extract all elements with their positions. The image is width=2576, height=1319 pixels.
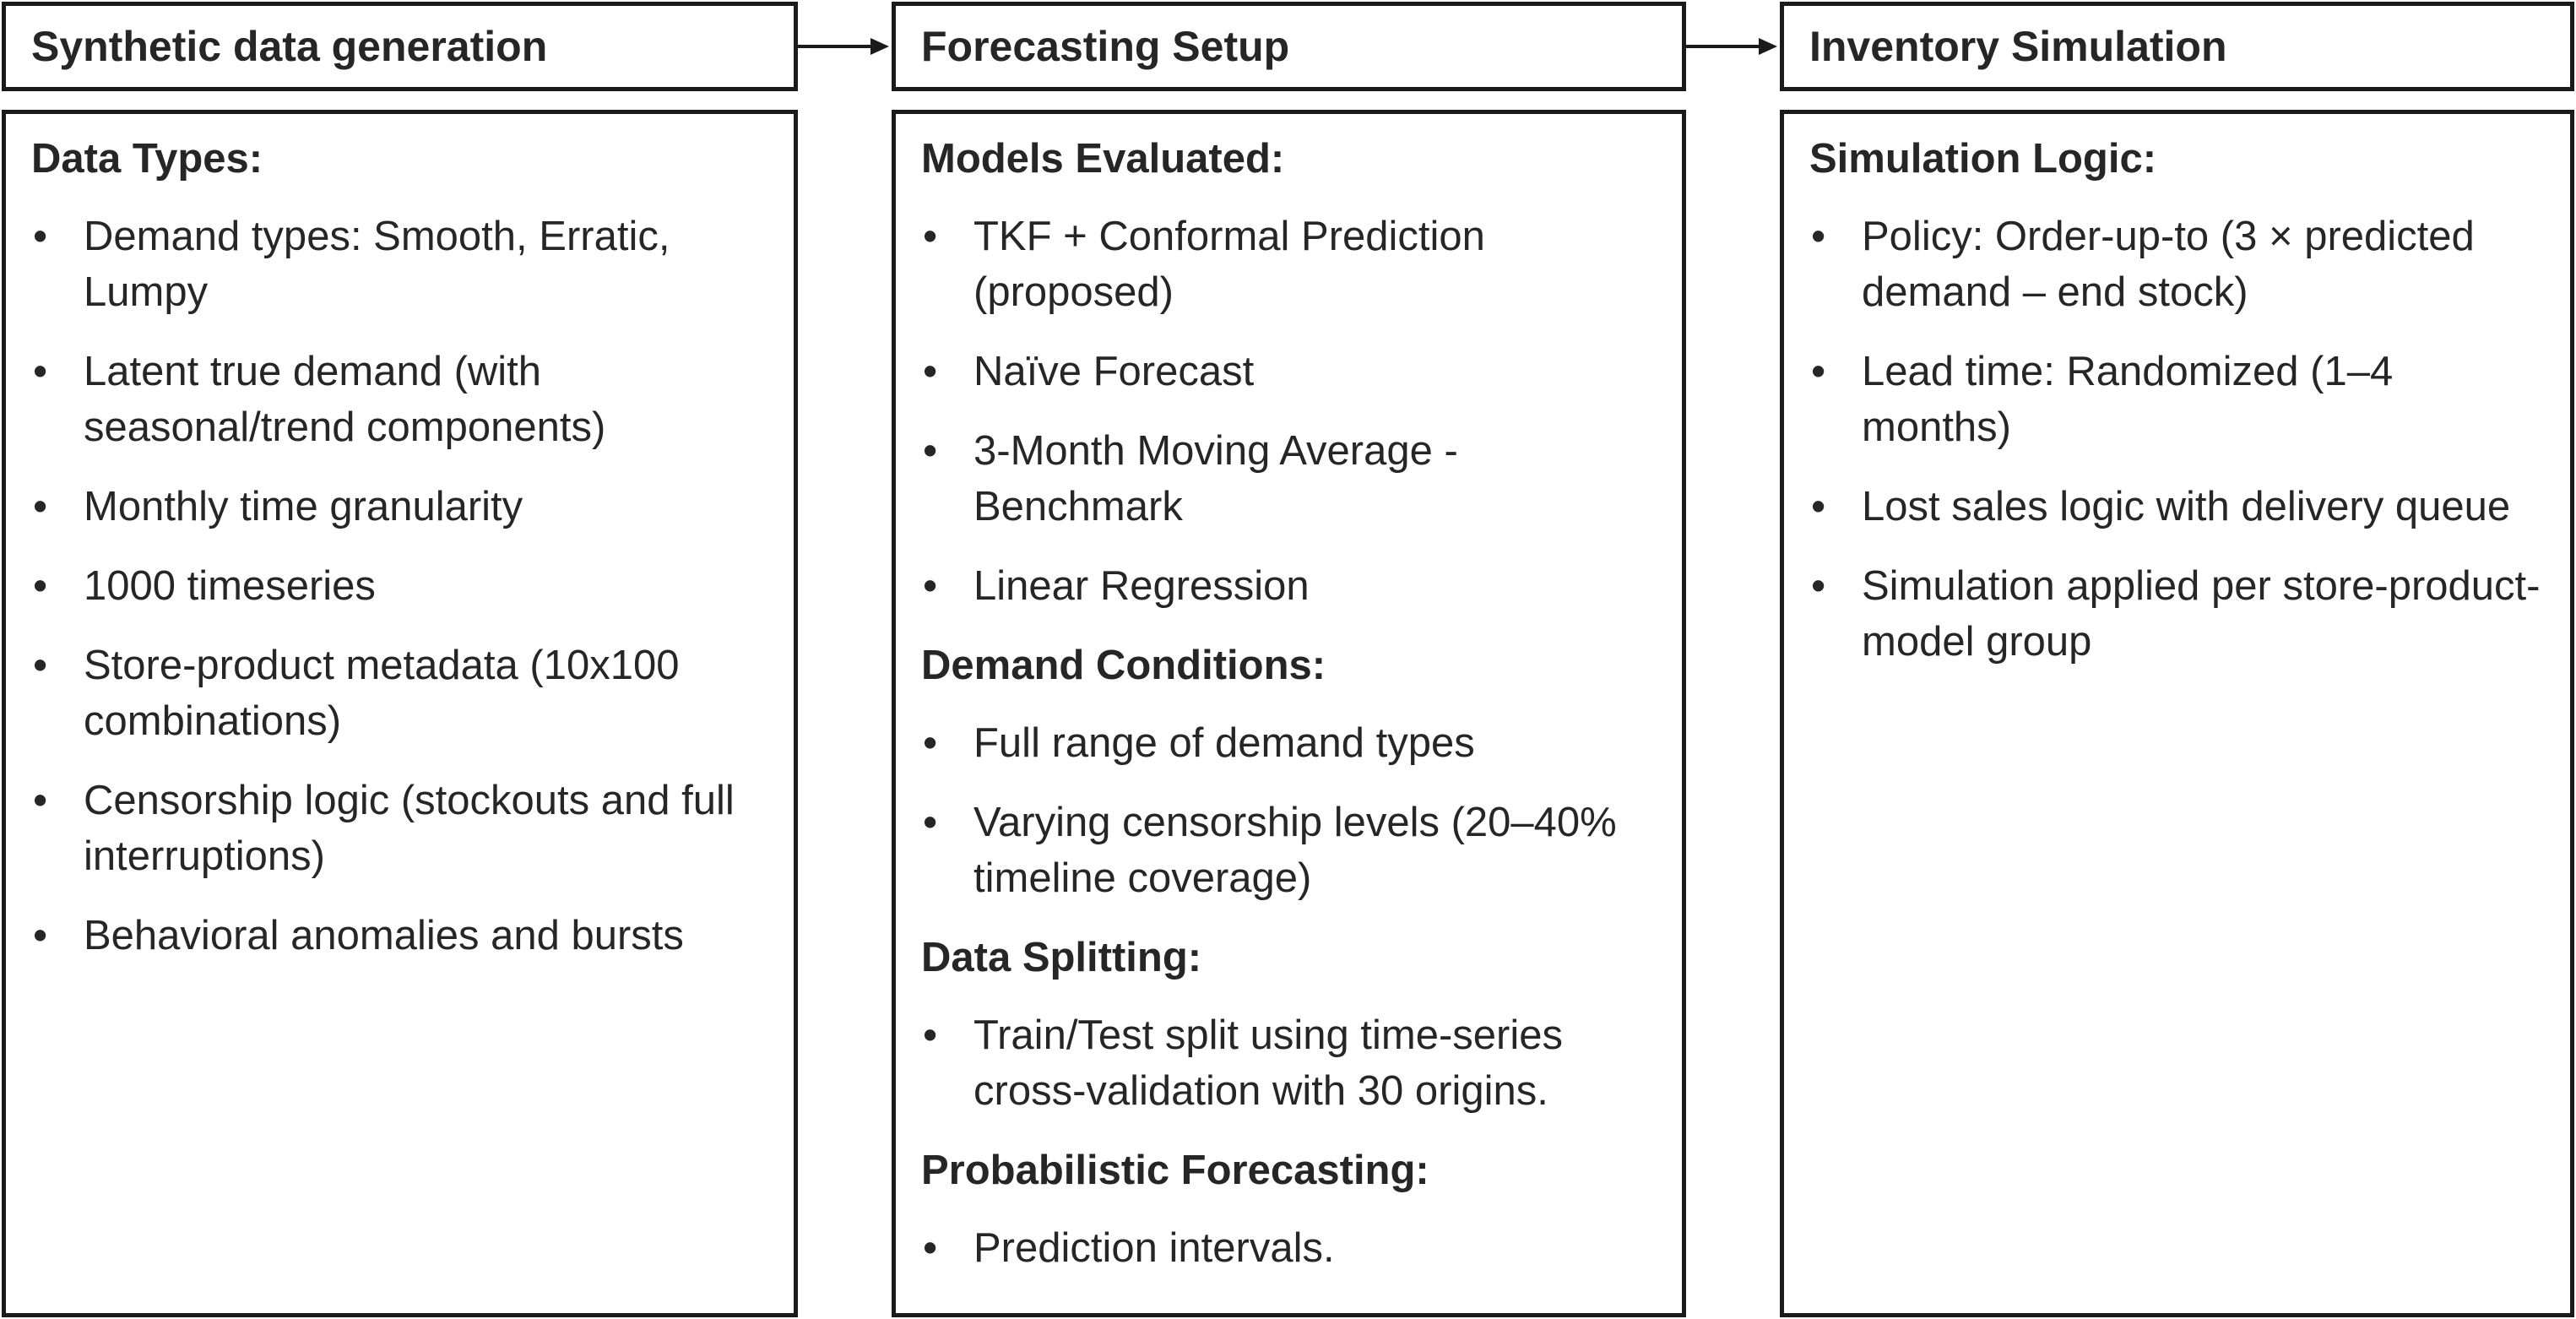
list-item: • Store-product metadata (10x100 combinat… bbox=[31, 638, 777, 749]
list-item: • Policy: Order-up-to (3 × predicted dema… bbox=[1809, 209, 2553, 320]
bullet-icon: • bbox=[923, 720, 938, 766]
list-item: • Varying censorship levels (20–40% timel… bbox=[921, 795, 1665, 906]
list-item: • Train/Test split using time-series cros… bbox=[921, 1007, 1665, 1119]
bullet-icon: • bbox=[1811, 484, 1826, 529]
bullet-list: • Train/Test split using time-series cros… bbox=[921, 1007, 1665, 1119]
list-item: • 1000 timeseries bbox=[31, 558, 777, 614]
list-item: • Censorship logic (stockouts and full in… bbox=[31, 773, 777, 884]
header-forecasting-setup: Forecasting Setup bbox=[892, 2, 1686, 91]
section-heading-simulation-logic: Simulation Logic: bbox=[1809, 136, 2157, 182]
bullet-list: • Demand types: Smooth, Erratic, Lumpy • L… bbox=[31, 209, 777, 963]
bullet-list: • Policy: Order-up-to (3 × predicted dema… bbox=[1809, 209, 2553, 670]
list-item: • Behavioral anomalies and bursts bbox=[31, 908, 777, 963]
panel-synthetic-data-generation: Data Types: • Demand types: Smooth, Errat… bbox=[2, 110, 798, 1317]
bullet-icon: • bbox=[33, 214, 48, 259]
section-heading-demand-conditions: Demand Conditions: bbox=[921, 643, 1326, 688]
arrow-connector-2 bbox=[1686, 38, 1777, 55]
bullet-icon: • bbox=[33, 484, 48, 529]
list-item: • 3-Month Moving Average - Benchmark bbox=[921, 423, 1665, 535]
bullet-icon: • bbox=[923, 428, 938, 474]
bullet-icon: • bbox=[923, 1225, 938, 1271]
panel-forecasting-setup: Models Evaluated: • TKF + Conformal Predi… bbox=[892, 110, 1686, 1317]
bullet-icon: • bbox=[923, 349, 938, 394]
section-heading-probabilistic-forecasting: Probabilistic Forecasting: bbox=[921, 1148, 1429, 1193]
list-item: • Prediction intervals. bbox=[921, 1220, 1665, 1276]
arrow-connector-1 bbox=[798, 38, 889, 55]
bullet-icon: • bbox=[923, 563, 938, 609]
bullet-list: • Full range of demand types • Varying cen… bbox=[921, 715, 1665, 906]
bullet-icon: • bbox=[923, 1012, 938, 1058]
bullet-icon: • bbox=[33, 563, 48, 609]
list-item: • Lead time: Randomized (1–4 months) bbox=[1809, 344, 2553, 455]
bullet-icon: • bbox=[1811, 563, 1826, 609]
list-item: • Latent true demand (with seasonal/trend… bbox=[31, 344, 777, 455]
header-title: Synthetic data generation bbox=[31, 23, 548, 70]
bullet-icon: • bbox=[1811, 349, 1826, 394]
header-title: Inventory Simulation bbox=[1809, 23, 2227, 70]
bullet-list: • Prediction intervals. bbox=[921, 1220, 1665, 1276]
list-item: • Linear Regression bbox=[921, 558, 1665, 614]
bullet-icon: • bbox=[33, 349, 48, 394]
header-inventory-simulation: Inventory Simulation bbox=[1780, 2, 2574, 91]
bullet-icon: • bbox=[1811, 214, 1826, 259]
list-item: • Monthly time granularity bbox=[31, 479, 777, 535]
section-heading-models-evaluated: Models Evaluated: bbox=[921, 136, 1285, 182]
bullet-icon: • bbox=[33, 778, 48, 823]
bullet-icon: • bbox=[33, 913, 48, 958]
list-item: • Demand types: Smooth, Erratic, Lumpy bbox=[31, 209, 777, 320]
bullet-icon: • bbox=[923, 800, 938, 845]
panel-inventory-simulation: Simulation Logic: • Policy: Order-up-to (… bbox=[1780, 110, 2574, 1317]
bullet-list: • TKF + Conformal Prediction (proposed) •… bbox=[921, 209, 1665, 614]
header-synthetic-data-generation: Synthetic data generation bbox=[2, 2, 798, 91]
section-heading-data-types: Data Types: bbox=[31, 136, 263, 182]
list-item: • Full range of demand types bbox=[921, 715, 1665, 771]
section-heading-data-splitting: Data Splitting: bbox=[921, 935, 1202, 980]
bullet-icon: • bbox=[923, 214, 938, 259]
list-item: • Lost sales logic with delivery queue bbox=[1809, 479, 2553, 535]
header-title: Forecasting Setup bbox=[921, 23, 1290, 70]
list-item: • Simulation applied per store-product-mo… bbox=[1809, 558, 2553, 670]
bullet-icon: • bbox=[33, 643, 48, 688]
list-item: • Naïve Forecast bbox=[921, 344, 1665, 399]
list-item: • TKF + Conformal Prediction (proposed) bbox=[921, 209, 1665, 320]
